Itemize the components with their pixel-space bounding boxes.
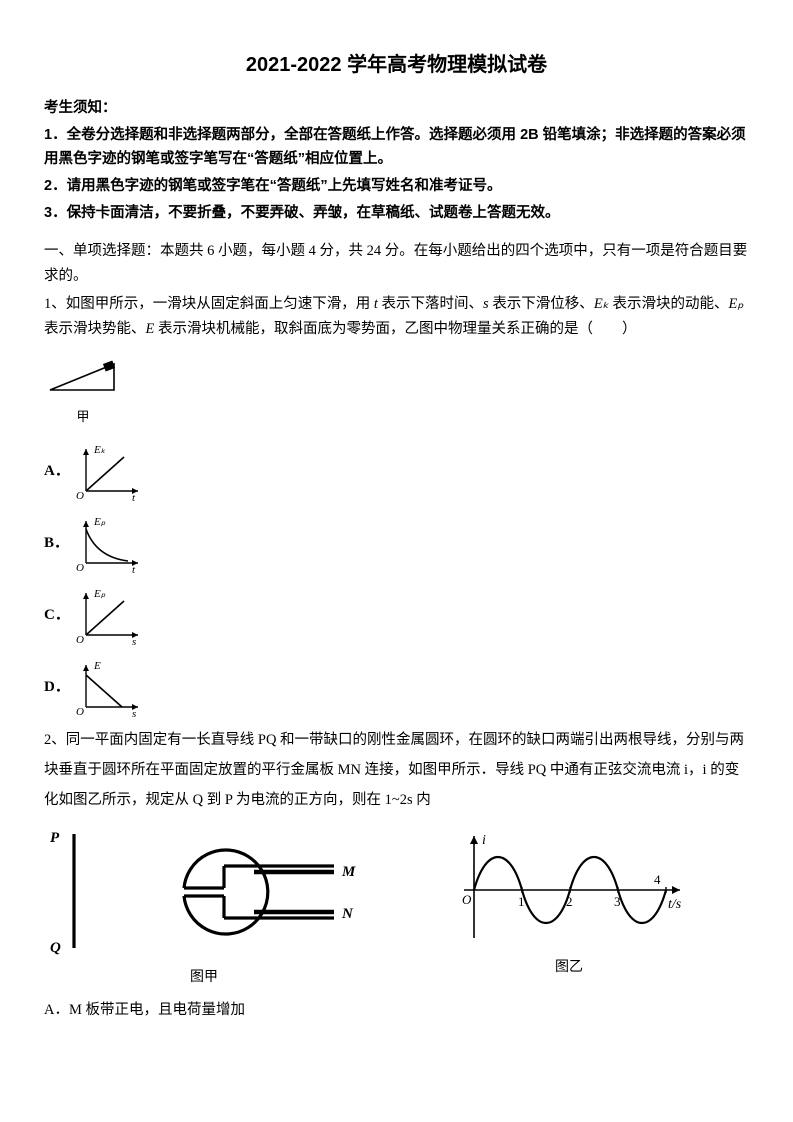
q2-option-a: A．M 板带正电，且电荷量增加 [44, 998, 749, 1023]
notice-line-2: 2．请用黑色字迹的钢笔或签字笔在“答题纸”上先填写姓名和准考证号。 [44, 174, 749, 199]
q1-part5: 表示滑块势能、 [44, 321, 146, 337]
svg-text:t/s: t/s [668, 897, 682, 912]
graph-d-icon: E s O [72, 659, 142, 717]
svg-text:Eₚ: Eₚ [93, 516, 106, 528]
graph-c-icon: Eₚ s O [72, 587, 142, 645]
svg-text:Eₖ: Eₖ [93, 444, 106, 456]
option-c-label: C． [44, 603, 66, 629]
exam-page: 2021-2022 学年高考物理模拟试卷 考生须知： 1．全卷分选择题和非选择题… [0, 0, 793, 1045]
svg-text:N: N [341, 906, 354, 922]
svg-text:M: M [341, 864, 356, 880]
section-1-header: 一、单项选择题：本题共 6 小题，每小题 4 分，共 24 分。在每小题给出的四… [44, 239, 749, 288]
svg-text:3: 3 [614, 894, 621, 909]
svg-text:s: s [132, 708, 136, 717]
q1-part4: 表示滑块的动能、 [609, 296, 729, 312]
q2-fig2-caption: 图乙 [444, 956, 694, 980]
notice-block: 考生须知： 1．全卷分选择题和非选择题两部分，全部在答题纸上作答。选择题必须用 … [44, 96, 749, 225]
question-1: 1、如图甲所示，一滑块从固定斜面上匀速下滑，用 t 表示下落时间、s 表示下滑位… [44, 292, 749, 341]
q1-fig-caption: 甲 [44, 406, 122, 428]
svg-text:O: O [76, 706, 84, 717]
svg-text:Eₚ: Eₚ [93, 588, 106, 600]
svg-text:O: O [76, 562, 84, 573]
svg-text:i: i [482, 833, 486, 848]
q1-part1: 1、如图甲所示，一滑块从固定斜面上匀速下滑，用 [44, 296, 374, 312]
page-title: 2021-2022 学年高考物理模拟试卷 [44, 48, 749, 82]
option-b: B． Eₚ t O [44, 515, 749, 573]
q1-part6: 表示滑块机械能，取斜面底为零势面，乙图中物理量关系正确的是（ ） [154, 321, 636, 337]
svg-text:E: E [93, 660, 101, 672]
q1-sym-ep: Eₚ [728, 296, 743, 312]
notice-line-3: 3．保持卡面清洁，不要折叠，不要弄破、弄皱，在草稿纸、试题卷上答题无效。 [44, 201, 749, 226]
q1-figure-jia: 甲 [44, 352, 122, 429]
option-b-label: B． [44, 531, 66, 557]
svg-text:1: 1 [518, 894, 525, 909]
option-c: C． Eₚ s O [44, 587, 749, 645]
q2-fig1-caption: 图甲 [44, 966, 364, 990]
q2-figure-jia: P Q M N 图甲 [44, 826, 364, 990]
q2-figure-yi: i t/s O 1 2 3 4 图乙 [444, 826, 694, 980]
graph-b-icon: Eₚ t O [72, 515, 142, 573]
notice-header: 考生须知： [44, 96, 749, 121]
option-d: D． E s O [44, 659, 749, 717]
svg-text:2: 2 [566, 894, 573, 909]
question-2: 2、同一平面内固定有一长直导线 PQ 和一带缺口的刚性金属圆环，在圆环的缺口两端… [44, 725, 749, 816]
svg-text:t: t [132, 492, 136, 501]
q1-part3: 表示下滑位移、 [489, 296, 594, 312]
q2-figures: P Q M N 图甲 [44, 826, 749, 990]
option-a-label: A． [44, 459, 66, 485]
svg-text:4: 4 [654, 872, 661, 887]
circuit-icon: P Q M N [44, 826, 364, 956]
svg-text:O: O [76, 634, 84, 645]
svg-text:O: O [76, 490, 84, 501]
option-a: A． Eₖ t O [44, 443, 749, 501]
incline-icon [44, 352, 122, 396]
svg-text:Q: Q [50, 940, 61, 956]
svg-text:s: s [132, 636, 136, 645]
notice-line-1: 1．全卷分选择题和非选择题两部分，全部在答题纸上作答。选择题必须用 2B 铅笔填… [44, 123, 749, 172]
q1-sym-ek: Eₖ [594, 296, 609, 312]
sine-graph-icon: i t/s O 1 2 3 4 [444, 826, 694, 946]
q1-part2: 表示下落时间、 [378, 296, 483, 312]
svg-text:O: O [462, 892, 472, 907]
option-d-label: D． [44, 675, 66, 701]
graph-a-icon: Eₖ t O [72, 443, 142, 501]
svg-text:P: P [50, 830, 60, 846]
svg-text:t: t [132, 564, 136, 573]
